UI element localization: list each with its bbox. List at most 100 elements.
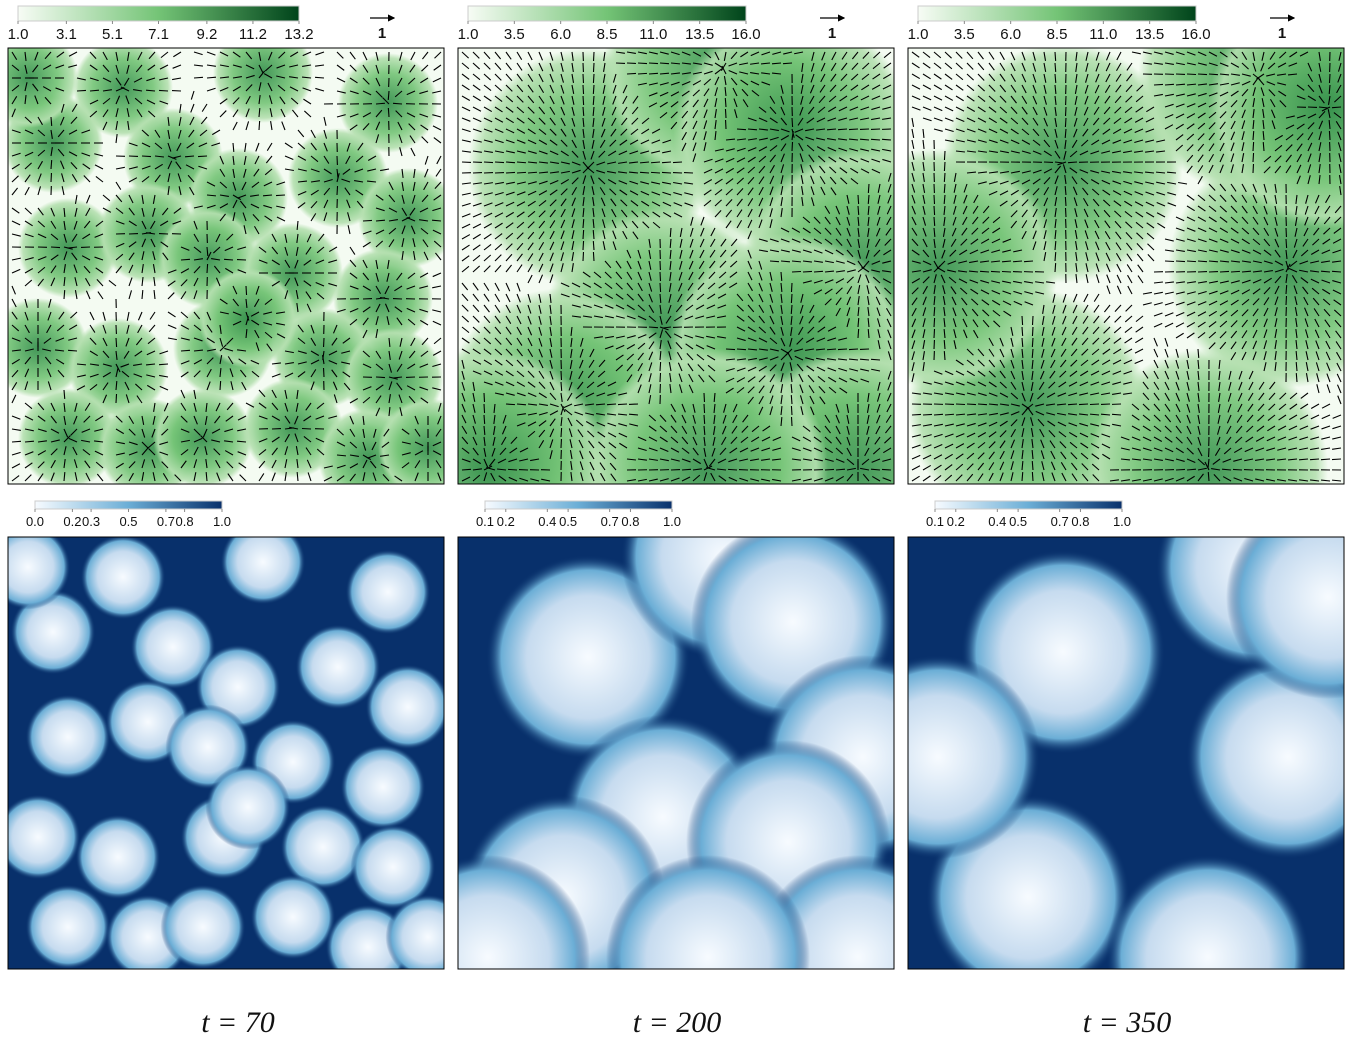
vector-arrow xyxy=(51,160,52,169)
vector-arrow xyxy=(791,395,792,404)
vector-arrow xyxy=(967,404,976,405)
vector-arrow xyxy=(1263,142,1264,151)
colorbar-tick-label: 5.1 xyxy=(102,26,123,43)
vector-arrow xyxy=(978,404,987,405)
vector-arrow xyxy=(159,364,168,365)
vector-arrow xyxy=(607,404,616,405)
vector-arrow xyxy=(660,362,661,371)
vector-arrow xyxy=(662,162,671,163)
colorbar-tick-label: 0.2 xyxy=(497,514,515,529)
colorbar-tick-label: 0.5 xyxy=(119,514,137,529)
vector-arrow xyxy=(1022,327,1023,336)
panel: 1.03.56.08.511.013.516.00.10.20.40.50.70… xyxy=(818,0,1349,1038)
vector-arrow xyxy=(934,217,935,226)
vector-arrow xyxy=(1253,153,1254,162)
vector-arrow xyxy=(849,349,858,350)
colorbar-tick-label: 0.3 xyxy=(82,514,100,529)
vector-arrow xyxy=(1176,261,1185,262)
cell xyxy=(206,765,291,850)
vector-arrow xyxy=(649,63,658,64)
colorbar xyxy=(485,501,672,509)
vector-arrow xyxy=(198,156,207,157)
vector-arrow xyxy=(1176,469,1185,470)
colorbar-tick-label: 0.8 xyxy=(176,514,194,529)
vector-arrow xyxy=(803,271,812,272)
vector-arrow xyxy=(944,340,945,349)
vector-arrow xyxy=(484,162,493,163)
vector-arrow xyxy=(944,173,945,182)
vector-arrow xyxy=(638,63,647,64)
vector-arrow xyxy=(1253,142,1254,151)
colorbar-tick-label: 16.0 xyxy=(731,26,760,43)
colorbar-tick-label: 1.0 xyxy=(663,514,681,529)
vector-arrow xyxy=(51,117,52,126)
colorbar-tick-label: 0.8 xyxy=(621,514,639,529)
vector-arrow xyxy=(682,469,691,470)
colorbar-tick-label: 13.5 xyxy=(1135,26,1164,43)
vector-arrow xyxy=(912,414,921,415)
vector-arrow xyxy=(1209,74,1218,75)
vector-arrow xyxy=(1198,261,1207,262)
vector-arrow xyxy=(506,172,515,173)
colorbar-tick-label: 1.0 xyxy=(458,26,479,43)
colorbar xyxy=(935,501,1122,509)
vector-arrow xyxy=(1032,327,1033,336)
vector-arrow xyxy=(259,121,260,130)
vector-arrow xyxy=(583,85,584,94)
vector-arrow xyxy=(1310,459,1319,460)
vector-arrow xyxy=(393,103,402,104)
velocity-field xyxy=(0,23,478,508)
colorbar xyxy=(918,6,1196,21)
vector-arrow xyxy=(593,252,594,261)
vector-arrow xyxy=(726,349,735,350)
vector-arrow xyxy=(991,271,1000,272)
vector-arrow xyxy=(593,85,594,94)
vector-arrow xyxy=(1329,74,1330,83)
vector-arrow xyxy=(1079,404,1088,405)
volume-field xyxy=(0,520,471,990)
vector-arrow xyxy=(791,406,792,415)
time-label: t = 200 xyxy=(633,1006,722,1038)
colorbar xyxy=(35,501,222,509)
vector-arrow xyxy=(1198,74,1207,75)
vector-arrow xyxy=(868,329,869,338)
colorbar-tick-label: 0.7 xyxy=(1051,514,1069,529)
vector-arrow xyxy=(725,109,726,118)
vector-arrow xyxy=(770,261,779,262)
vector-arrow xyxy=(825,469,834,470)
vector-arrow xyxy=(1022,338,1023,347)
vector-arrow xyxy=(528,172,537,173)
vector-arrow xyxy=(1220,271,1229,272)
vector-arrow xyxy=(64,390,65,399)
vector-arrow xyxy=(934,307,935,316)
vector-arrow xyxy=(772,63,781,64)
colorbar-tick-label: 1.0 xyxy=(1113,514,1131,529)
cell xyxy=(346,550,431,635)
vector-arrow xyxy=(224,259,233,260)
vector-arrow xyxy=(517,404,526,405)
vector-arrow xyxy=(376,103,385,104)
vector-arrow xyxy=(858,329,859,338)
vector-arrow xyxy=(1198,349,1199,358)
time-label: t = 350 xyxy=(1083,1006,1172,1038)
vector-arrow xyxy=(1253,131,1254,140)
vector-arrow xyxy=(1332,271,1341,272)
vector-arrow xyxy=(980,271,989,272)
vector-arrow xyxy=(781,261,790,262)
vector-arrow xyxy=(583,96,584,105)
colorbar-tick-label: 13.2 xyxy=(284,26,313,43)
colorbar-tick-label: 11.2 xyxy=(239,26,267,43)
vector-arrow xyxy=(517,172,526,173)
colorbar xyxy=(18,6,299,21)
vector-arrow xyxy=(116,338,117,347)
vector-arrow xyxy=(923,414,932,415)
vector-arrow xyxy=(934,318,935,327)
vector-arrow xyxy=(363,220,372,221)
vector-arrow xyxy=(858,195,859,204)
vector-arrow xyxy=(871,139,880,140)
cell xyxy=(26,885,111,970)
colorbar-tick-label: 0.1 xyxy=(476,514,494,529)
vector-arrow xyxy=(181,259,190,260)
vector-arrow xyxy=(1208,472,1209,481)
vector-arrow xyxy=(838,129,847,130)
